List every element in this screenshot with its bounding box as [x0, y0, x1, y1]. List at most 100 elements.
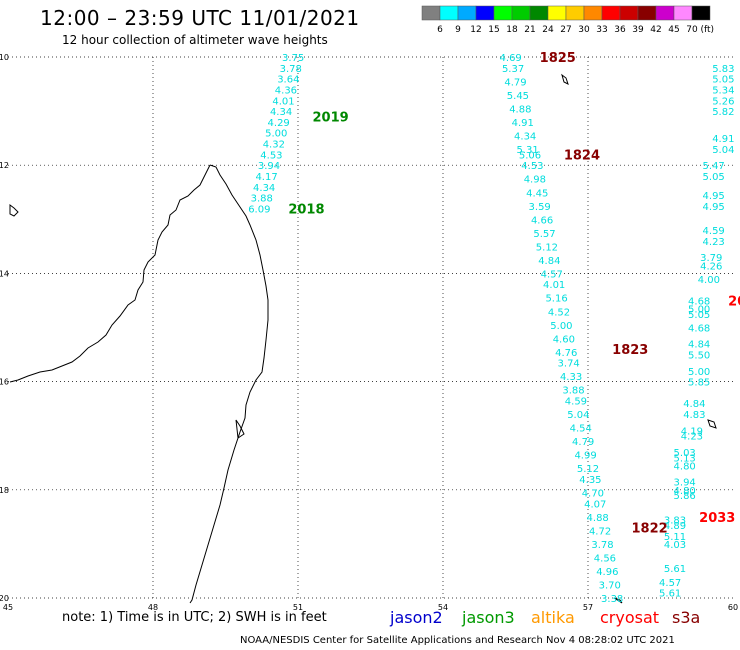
wave-height-value: 3.64 [277, 75, 299, 86]
madagascar-coast [9, 164, 269, 604]
wave-height-value: 4.69 [500, 53, 522, 64]
wave-height-value: 5.86 [674, 491, 696, 502]
wave-height-value: 4.68 [688, 296, 710, 307]
wave-height-value: 3.70 [599, 580, 621, 591]
wave-height-value: 5.00 [688, 367, 710, 378]
color-scale-label: 12 [470, 25, 481, 35]
wave-height-value: 4.84 [688, 340, 710, 351]
wave-height-value: 5.45 [507, 91, 529, 102]
wave-height-value: 4.88 [509, 104, 531, 115]
wave-height-value: 4.01 [272, 96, 294, 107]
pass-label: 1822 [632, 522, 668, 537]
wave-height-value: 4.45 [526, 188, 548, 199]
color-scale-label: 15 [488, 25, 499, 35]
wave-height-value: 3.78 [280, 64, 302, 75]
pass-label: 1825 [540, 51, 576, 66]
coastline [9, 73, 717, 604]
wave-height-value: 3.94 [674, 478, 696, 489]
color-scale-label: 42 [650, 25, 661, 35]
wave-height-value: 5.50 [688, 351, 710, 362]
wave-height-value: 4.57 [659, 578, 681, 589]
wave-height-value: 4.59 [703, 226, 725, 237]
wave-height-value: 5.12 [577, 464, 599, 475]
wave-height-value: 4.35 [579, 475, 601, 486]
wave-height-value: 4.76 [555, 348, 577, 359]
wave-height-value: 5.83 [712, 64, 734, 75]
wave-height-value: 5.04 [712, 145, 734, 156]
wave-height-value: 3.94 [258, 161, 280, 172]
wave-height-value: 3.79 [700, 253, 722, 264]
wave-height-value: 5.05 [712, 75, 734, 86]
wave-height-value: 5.82 [712, 107, 734, 118]
wave-height-value: 4.29 [268, 118, 290, 129]
pass-label: 20 [728, 294, 740, 309]
color-scale-unit: (ft) [700, 25, 714, 35]
wave-height-value: 4.23 [681, 432, 703, 443]
wave-height-value: 3.75 [282, 53, 304, 64]
wave-height-value: 6.09 [248, 204, 270, 215]
color-scale-label: 30 [578, 25, 590, 35]
pass-label: 2033 [699, 511, 735, 526]
y-tick-label: -18 [0, 486, 9, 495]
wave-height-value: 3.83 [664, 516, 686, 527]
wave-height-value: 5.13 [674, 453, 696, 464]
wave-height-value: 4.54 [570, 424, 592, 435]
wave-height-value: 4.33 [560, 372, 582, 383]
page-title: 12:00 – 23:59 UTC 11/01/2021 [40, 6, 360, 30]
wave-height-value: 5.61 [664, 564, 686, 575]
wave-height-value: 4.66 [531, 215, 553, 226]
satellite-label-jason3: jason3 [462, 608, 515, 627]
x-tick-label: 48 [148, 603, 158, 612]
axis-tick-labels: 45 48 51 54 57 60 -10 -12 -14 -16 -18 -20 [0, 53, 738, 612]
x-tick-label: 51 [293, 603, 303, 612]
wave-height-value: 3.59 [529, 202, 551, 213]
color-scale-label: 27 [560, 25, 571, 35]
wave-height-value: 4.23 [703, 237, 725, 248]
color-scale-legend: 6 9 12 15 18 21 24 27 30 33 36 39 42 45 70 (ft) [421, 5, 714, 35]
wave-height-value: 4.57 [541, 269, 563, 280]
pass-label: 2019 [313, 111, 349, 126]
wave-height-value: 5.00 [265, 129, 287, 140]
satellite-label-altika: altika [531, 608, 575, 627]
wave-height-value: 5.37 [502, 64, 524, 75]
island-small-3 [561, 73, 569, 85]
color-scale-label: 33 [596, 25, 607, 35]
color-scale-label: 36 [614, 25, 626, 35]
wave-height-value: 3.74 [558, 359, 580, 370]
satellite-label-cryosat: cryosat [600, 608, 660, 627]
wave-height-value: 4.36 [275, 85, 297, 96]
wave-height-value: 4.19 [681, 426, 703, 437]
wave-height-value: 5.57 [533, 229, 555, 240]
wave-height-value: 4.98 [524, 175, 546, 186]
wave-height-value: 4.83 [683, 410, 705, 421]
y-tick-label: -14 [0, 269, 9, 278]
wave-height-value: 3.78 [591, 540, 613, 551]
wave-height-value: 4.56 [594, 553, 616, 564]
wave-height-value: 4.84 [683, 399, 705, 410]
grid-lines [8, 56, 733, 599]
y-tick-label: -20 [0, 594, 9, 603]
wave-height-value: 4.00 [698, 275, 720, 286]
wave-height-value: 4.32 [263, 140, 285, 151]
x-tick-label: 57 [583, 603, 593, 612]
island-small-4 [707, 419, 717, 429]
wave-height-value: 4.91 [712, 134, 734, 145]
wave-height-value: 4.52 [548, 307, 570, 318]
color-scale-label: 9 [455, 25, 461, 35]
wave-height-value: 4.68 [688, 324, 710, 335]
wave-height-value: 3.88 [562, 386, 584, 397]
wave-height-values: 3.753.783.644.364.014.344.295.004.324.53… [248, 53, 734, 605]
color-scale-swatch [691, 5, 711, 21]
pass-labels: 2019 2018 1825 1824 1823 1822 2033 20 [288, 51, 740, 537]
wave-height-value: 4.99 [574, 451, 596, 462]
wave-height-value: 4.80 [674, 461, 696, 472]
wave-height-value: 5.31 [516, 145, 538, 156]
wave-height-value: 4.96 [596, 567, 618, 578]
wave-height-value: 5.11 [664, 532, 686, 543]
wave-height-value: 4.53 [521, 161, 543, 172]
wave-height-value: 4.89 [664, 521, 686, 532]
wave-height-value: 5.04 [567, 410, 589, 421]
wave-height-value: 5.26 [712, 96, 734, 107]
wave-height-value: 5.85 [688, 378, 710, 389]
island-small-5 [613, 597, 623, 604]
